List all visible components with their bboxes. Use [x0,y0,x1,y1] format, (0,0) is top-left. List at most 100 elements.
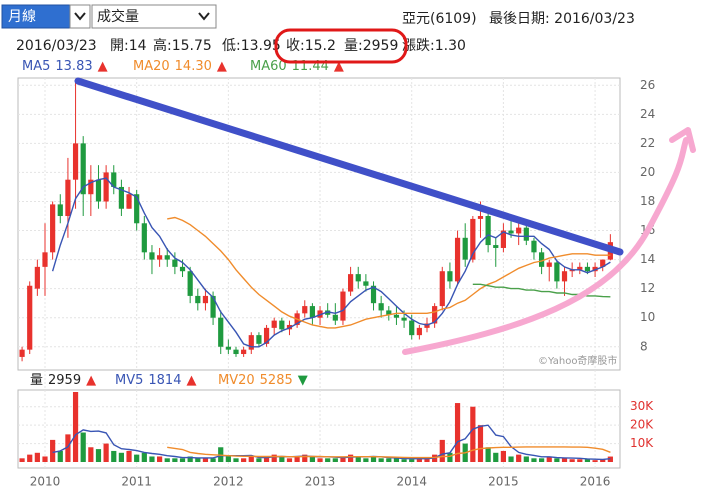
x-tick-label: 2014 [396,475,427,489]
volume-bar [149,456,155,462]
candle-body [348,274,354,292]
candle-body [386,310,392,315]
volume-bar [172,458,178,462]
indicator-select[interactable] [91,4,217,29]
volume-bar [271,454,277,462]
line-series [167,216,611,329]
volume-bar [508,456,514,462]
candle-body [546,262,552,267]
candle-body [263,327,270,344]
volume-bar [157,456,163,462]
candle-body [164,255,170,260]
volume-bar [241,458,247,462]
legend-name: MA60 [250,59,287,74]
candle-body [393,314,400,318]
candle-body [363,281,369,286]
candle-body [355,274,361,282]
legend-name: MA5 [22,59,50,74]
candle-body [447,271,453,282]
watermark: ©Yahoo奇摩股市 [538,354,617,367]
y-tick-label: 24 [640,107,655,121]
candle-body [271,320,277,328]
candle-body [454,237,461,282]
volume-bar [111,450,117,462]
volume-bar [34,452,40,462]
quote-high: 高:15.75 [153,37,212,54]
volume-bar [118,452,124,462]
quote-close: 收:15.2 [286,38,336,54]
legend-trend: ▲ [186,373,196,388]
candle-body [126,194,132,209]
volume-bar [409,459,415,462]
volume-bar [332,458,338,462]
volume-bar [317,458,323,462]
pink-arrow-head [669,127,696,153]
volume-bar [302,454,308,462]
candle-body [202,295,209,304]
candle-body [508,230,514,234]
volume-bar [256,458,262,462]
chevron [74,12,86,21]
legend-entry: MA20 14.30 ▲ [133,59,227,74]
price-panel [17,77,621,371]
volume-bar [65,434,71,462]
y-tick-label: 22 [640,136,655,150]
candle-body [225,346,231,350]
y-tick-label: 14 [640,252,655,266]
volume-bar [477,425,484,462]
candle-body [72,143,79,180]
period-select-arrow-box[interactable] [69,4,91,29]
volume-bar [95,449,102,462]
candle-body [149,252,155,260]
volume-bar [393,458,400,462]
line-series [167,446,611,459]
legend-trend: ▲ [86,373,96,388]
volume-bar [569,459,575,462]
y-tick-label: 8 [640,339,648,353]
volume-bar [27,454,33,462]
candle-body [592,266,598,272]
candle-body [88,179,94,195]
candle-body [241,349,247,355]
volume-bar [386,458,392,462]
candle-body [340,291,346,321]
volume-bar [225,456,231,462]
volume-bar [378,458,384,462]
candle-body [584,266,591,272]
candle-body [370,285,377,304]
candle-body [111,172,117,187]
candle-body [477,216,484,219]
volume-bar [141,452,147,462]
candle-body [561,271,568,282]
candle-body [485,216,491,246]
volume-bar [179,458,186,462]
candle-body [332,314,338,321]
last-date: 最後日期: 2016/03/23 [489,11,635,27]
candle-body [141,223,147,253]
legend-name: 量 [30,373,43,388]
volume-bar [202,458,209,462]
volume-bar [600,459,606,462]
candle-body [302,306,308,314]
y-tick-label: 20 [640,165,655,179]
highlight-oval [274,28,408,64]
volume-bar [370,456,377,462]
candle-body [27,285,33,350]
volume-bar [309,456,315,462]
volume-panel [17,389,621,469]
candle-body [50,204,56,253]
legend-trend: ▲ [334,59,344,74]
volume-bar [554,458,560,462]
volume-bar [439,439,445,462]
chevron [198,12,210,21]
volume-bar [500,450,506,462]
volume-bar [447,452,453,462]
volume-bar [424,458,430,462]
candle-body [470,218,476,260]
legend-value: 2959 [48,373,81,388]
trend-line [74,77,624,256]
volume-bar [42,456,48,462]
legend-value: 13.83 [55,59,92,74]
